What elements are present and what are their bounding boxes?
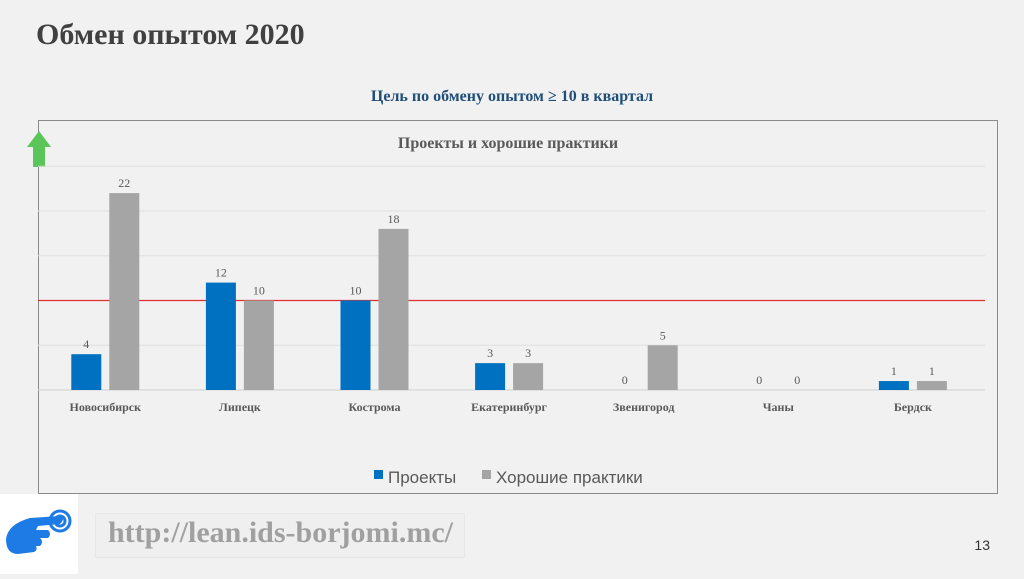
x-tick-label: Кострома	[348, 400, 400, 414]
data-label: 0	[794, 373, 800, 387]
website-link[interactable]: http://lean.ids-borjomi.mc/	[108, 516, 453, 549]
bar-practices	[916, 381, 947, 390]
data-label: 12	[215, 266, 227, 280]
bar-practices	[647, 345, 678, 390]
bar-practices	[513, 363, 544, 390]
pointing-hand-icon	[0, 494, 78, 574]
legend-swatch	[482, 470, 491, 479]
url-box	[95, 513, 465, 558]
legend-swatch	[374, 470, 383, 479]
data-label: 0	[622, 373, 628, 387]
up-arrow-icon	[27, 131, 51, 167]
data-label: 5	[660, 328, 666, 342]
chart-frame	[38, 120, 998, 494]
slide-title: Обмен опытом 2020	[36, 18, 305, 51]
data-label: 1	[929, 364, 935, 378]
x-tick-label: Екатеринбург	[471, 400, 547, 414]
data-label: 1	[891, 364, 897, 378]
data-label: 10	[253, 284, 265, 298]
bar-practices	[109, 193, 140, 390]
chart-title: Проекты и хорошие практики	[398, 135, 618, 152]
bar-projects	[475, 363, 506, 390]
goal-text: Цель по обмену опытом ≥ 10 в квартал	[370, 88, 654, 105]
data-label: 0	[756, 373, 762, 387]
data-label: 10	[350, 284, 362, 298]
x-tick-label: Звенигород	[613, 400, 675, 414]
bar-projects	[71, 354, 102, 390]
bar-practices	[243, 300, 274, 390]
data-label: 22	[118, 176, 130, 190]
bar-projects	[340, 300, 371, 390]
bar-projects	[205, 282, 236, 390]
data-label: 4	[83, 337, 89, 351]
page-number: 13	[974, 537, 990, 553]
data-label: 3	[487, 346, 493, 360]
bar-practices	[378, 228, 409, 390]
x-tick-label: Бердск	[894, 400, 932, 414]
x-tick-label: Новосибирск	[70, 400, 142, 414]
legend-label: Хорошие практики	[496, 468, 643, 487]
legend-label: Проекты	[388, 468, 456, 487]
bar-projects	[878, 381, 909, 390]
x-tick-label: Липецк	[219, 400, 261, 414]
x-tick-label: Чаны	[763, 400, 795, 414]
data-label: 3	[525, 346, 531, 360]
data-label: 18	[388, 212, 400, 226]
